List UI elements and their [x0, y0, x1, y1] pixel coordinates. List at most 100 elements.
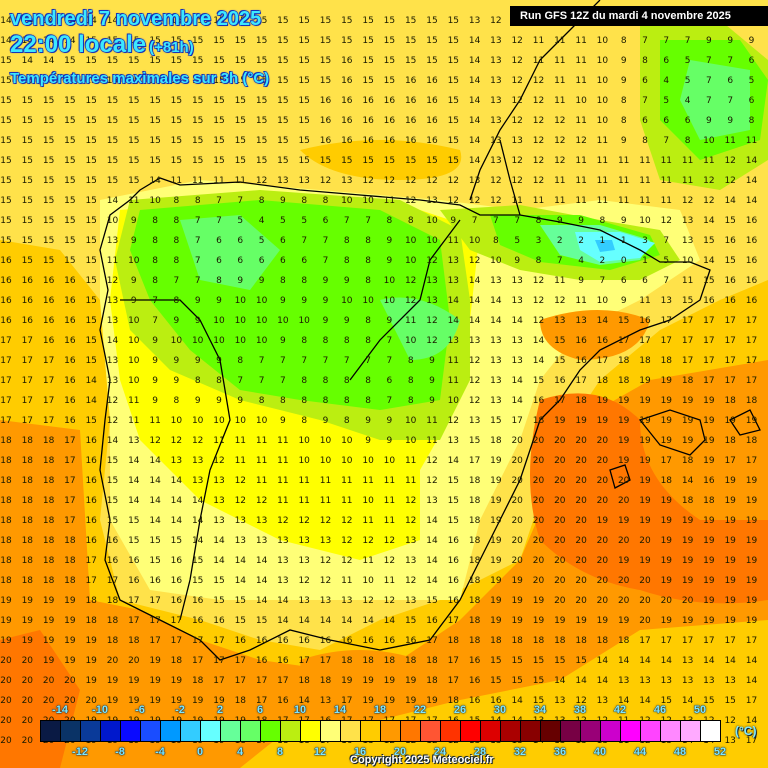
grid-value: 9: [280, 196, 286, 206]
legend-swatch: [201, 721, 221, 741]
grid-value: 10: [213, 336, 225, 346]
grid-value: 16: [85, 476, 97, 486]
grid-value: 15: [532, 676, 545, 686]
grid-value: 13: [596, 696, 609, 706]
grid-value: 11: [426, 436, 438, 446]
grid-value: 13: [277, 176, 289, 186]
grid-value: 5: [684, 56, 691, 66]
grid-value: 18: [447, 696, 460, 706]
grid-value: 14: [298, 696, 310, 706]
grid-value: 5: [301, 216, 308, 226]
grid-value: 16: [149, 576, 161, 586]
grid-value: 19: [42, 596, 55, 606]
grid-value: 9: [152, 336, 158, 346]
grid-value: 13: [277, 556, 289, 566]
grid-value: 20: [532, 556, 545, 566]
grid-value: 7: [194, 276, 201, 286]
legend-swatch: [301, 721, 321, 741]
grid-value: 13: [319, 696, 332, 706]
grid-value: 15: [298, 96, 310, 106]
grid-value: 12: [703, 196, 715, 206]
grid-value: 11: [362, 476, 374, 486]
grid-value: 12: [191, 436, 204, 446]
grid-value: 8: [322, 396, 329, 406]
grid-value: 7: [194, 236, 201, 246]
grid-value: 13: [447, 336, 460, 346]
grid-value: 20: [575, 556, 587, 566]
grid-value: 10: [447, 396, 460, 406]
grid-value: 11: [341, 476, 353, 486]
grid-value: 14: [511, 376, 523, 386]
grid-value: 18: [468, 616, 481, 626]
grid-value: 17: [0, 376, 12, 386]
grid-value: 8: [152, 236, 158, 246]
grid-value: 15: [426, 16, 438, 26]
variable-title: Températures maximales sur 3h (°C): [9, 69, 270, 87]
grid-value: 19: [681, 516, 694, 526]
grid-value: 15: [341, 16, 353, 26]
grid-value: 12: [554, 136, 566, 146]
grid-value: 7: [706, 56, 712, 66]
grid-value: 9: [620, 216, 627, 226]
grid-value: 15: [255, 616, 268, 626]
grid-value: 15: [575, 656, 587, 666]
grid-value: 8: [258, 396, 265, 406]
grid-value: 7: [194, 256, 201, 266]
grid-value: 13: [426, 496, 438, 506]
grid-value: 19: [532, 596, 545, 606]
grid-value: 20: [596, 576, 609, 586]
grid-value: 14: [106, 196, 119, 206]
grid-value: 13: [511, 356, 523, 366]
grid-value: 12: [468, 376, 481, 386]
grid-value: 4: [578, 256, 584, 266]
grid-value: 13: [170, 456, 183, 466]
grid-value: 12: [554, 116, 566, 126]
grid-value: 15: [64, 236, 76, 246]
grid-value: 7: [343, 356, 350, 366]
grid-value: 14: [532, 356, 545, 366]
grid-value: 15: [149, 556, 161, 566]
grid-value: 15: [341, 156, 353, 166]
grid-value: 11: [617, 156, 630, 166]
grid-value: 7: [706, 76, 712, 86]
grid-value: 18: [42, 536, 55, 546]
grid-value: 15: [404, 156, 417, 166]
grid-value: 8: [365, 336, 371, 346]
grid-value: 17: [149, 636, 161, 646]
grid-value: 14: [255, 576, 268, 586]
grid-value: 12: [490, 196, 502, 206]
grid-value: 11: [554, 96, 566, 106]
grid-value: 15: [0, 196, 12, 206]
grid-value: 15: [128, 76, 140, 86]
grid-value: 9: [173, 376, 180, 386]
grid-value: 16: [341, 56, 353, 66]
grid-value: 8: [343, 236, 350, 246]
grid-value: 19: [149, 696, 161, 706]
grid-value: 14: [170, 476, 183, 486]
grid-value: 20: [596, 456, 609, 466]
grid-value: 16: [42, 316, 55, 326]
grid-value: 15: [170, 56, 183, 66]
grid-value: 15: [0, 216, 12, 226]
grid-value: 14: [511, 396, 523, 406]
grid-value: 11: [554, 276, 566, 286]
grid-value: 10: [362, 296, 374, 306]
grid-value: 9: [280, 296, 286, 306]
grid-value: 5: [748, 76, 755, 86]
grid-value: 19: [42, 616, 55, 626]
grid-value: 14: [277, 596, 289, 606]
grid-value: 15: [85, 236, 97, 246]
grid-value: 7: [301, 236, 308, 246]
grid-value: 8: [748, 116, 755, 126]
grid-value: 9: [301, 296, 308, 306]
legend-label-bottom: 48: [673, 746, 687, 759]
grid-value: 13: [404, 596, 417, 606]
grid-value: 13: [191, 476, 204, 486]
grid-value: 17: [511, 416, 523, 426]
grid-value: 20: [596, 536, 609, 546]
grid-value: 13: [681, 216, 694, 226]
grid-value: 16: [0, 276, 12, 286]
grid-value: 20: [596, 596, 609, 606]
grid-value: 13: [298, 556, 310, 566]
